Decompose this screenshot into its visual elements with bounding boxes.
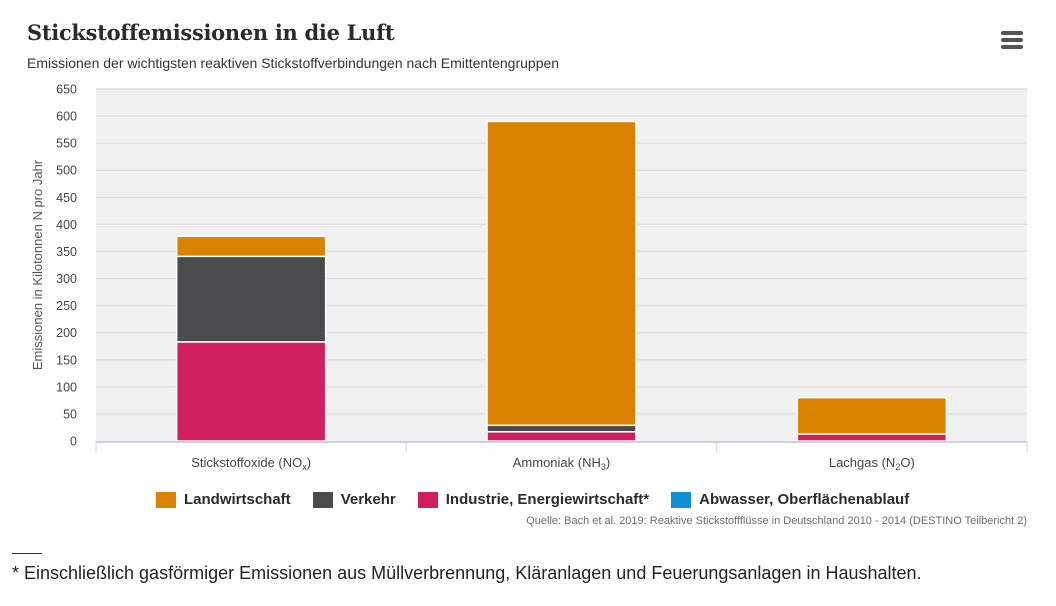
y-tick-label: 600 — [56, 110, 77, 124]
legend-item[interactable]: Abwasser, Oberflächenablauf — [671, 491, 909, 508]
legend-item[interactable]: Verkehr — [312, 491, 396, 508]
legend-swatch — [417, 491, 438, 508]
y-tick-label: 350 — [56, 245, 77, 259]
menu-line — [1001, 31, 1023, 35]
y-tick-label: 250 — [56, 299, 77, 313]
bar-segment-landwirtschaft[interactable] — [175, 235, 327, 258]
source-note: Quelle: Bach et al. 2019: Reaktive Stick… — [526, 515, 1027, 527]
bar-segment-verkehr[interactable] — [486, 424, 637, 433]
y-axis-title: Emissionen in Kilotonnen N pro Jahr — [30, 159, 45, 370]
bar-segment-industrie-energiewirtschaft[interactable] — [796, 433, 948, 442]
y-tick-label: 200 — [56, 326, 77, 340]
y-tick-label: 500 — [56, 164, 77, 178]
chart-title: Stickstoffemissionen in die Luft — [27, 20, 395, 45]
y-tick-label: 450 — [56, 191, 77, 205]
legend-label: Abwasser, Oberflächenablauf — [699, 491, 910, 508]
footnote: * Einschließlich gasförmiger Emissionen … — [12, 563, 922, 583]
legend: Landwirtschaft Verkehr Industrie, Energiew… — [156, 491, 931, 508]
y-tick-label: 50 — [63, 407, 77, 421]
x-category-label: Lachgas (N2O) — [829, 455, 915, 472]
bar-segment-landwirtschaft[interactable] — [486, 120, 637, 427]
y-tick-label: 0 — [70, 435, 77, 449]
legend-label: Landwirtschaft — [184, 491, 291, 508]
y-tick-label: 150 — [56, 353, 77, 367]
y-tick-label: 650 — [56, 83, 77, 97]
legend-swatch — [671, 491, 692, 508]
menu-line — [1001, 38, 1023, 42]
hamburger-menu-icon[interactable] — [998, 28, 1026, 52]
legend-label: Verkehr — [340, 491, 396, 508]
bar-segment-industrie-energiewirtschaft[interactable] — [486, 431, 637, 442]
legend-swatch — [312, 491, 333, 508]
legend-item[interactable]: Industrie, Energiewirtschaft* — [417, 491, 650, 508]
y-tick-label: 100 — [56, 380, 77, 394]
bar-segment-landwirtschaft[interactable] — [796, 396, 948, 435]
menu-line — [1001, 45, 1023, 49]
y-tick-label: 400 — [56, 218, 77, 232]
legend-label: Industrie, Energiewirtschaft* — [445, 491, 650, 508]
y-tick-label: 550 — [56, 137, 77, 151]
legend-swatch — [156, 491, 176, 508]
bar-segment-verkehr[interactable] — [175, 255, 327, 343]
x-category-label: Ammoniak (NH3) — [513, 455, 610, 472]
y-tick-label: 300 — [56, 272, 77, 286]
legend-item[interactable]: Landwirtschaft — [156, 491, 291, 508]
chart-subtitle: Emissionen der wichtigsten reaktiven Sti… — [27, 55, 560, 71]
bar-segment-industrie-energiewirtschaft[interactable] — [175, 341, 327, 442]
footnote-divider — [12, 553, 42, 554]
x-category-label: Stickstoffoxide (NOx) — [191, 455, 311, 472]
chart-area: 050100150200250300350400450500550600650 … — [30, 83, 1028, 472]
